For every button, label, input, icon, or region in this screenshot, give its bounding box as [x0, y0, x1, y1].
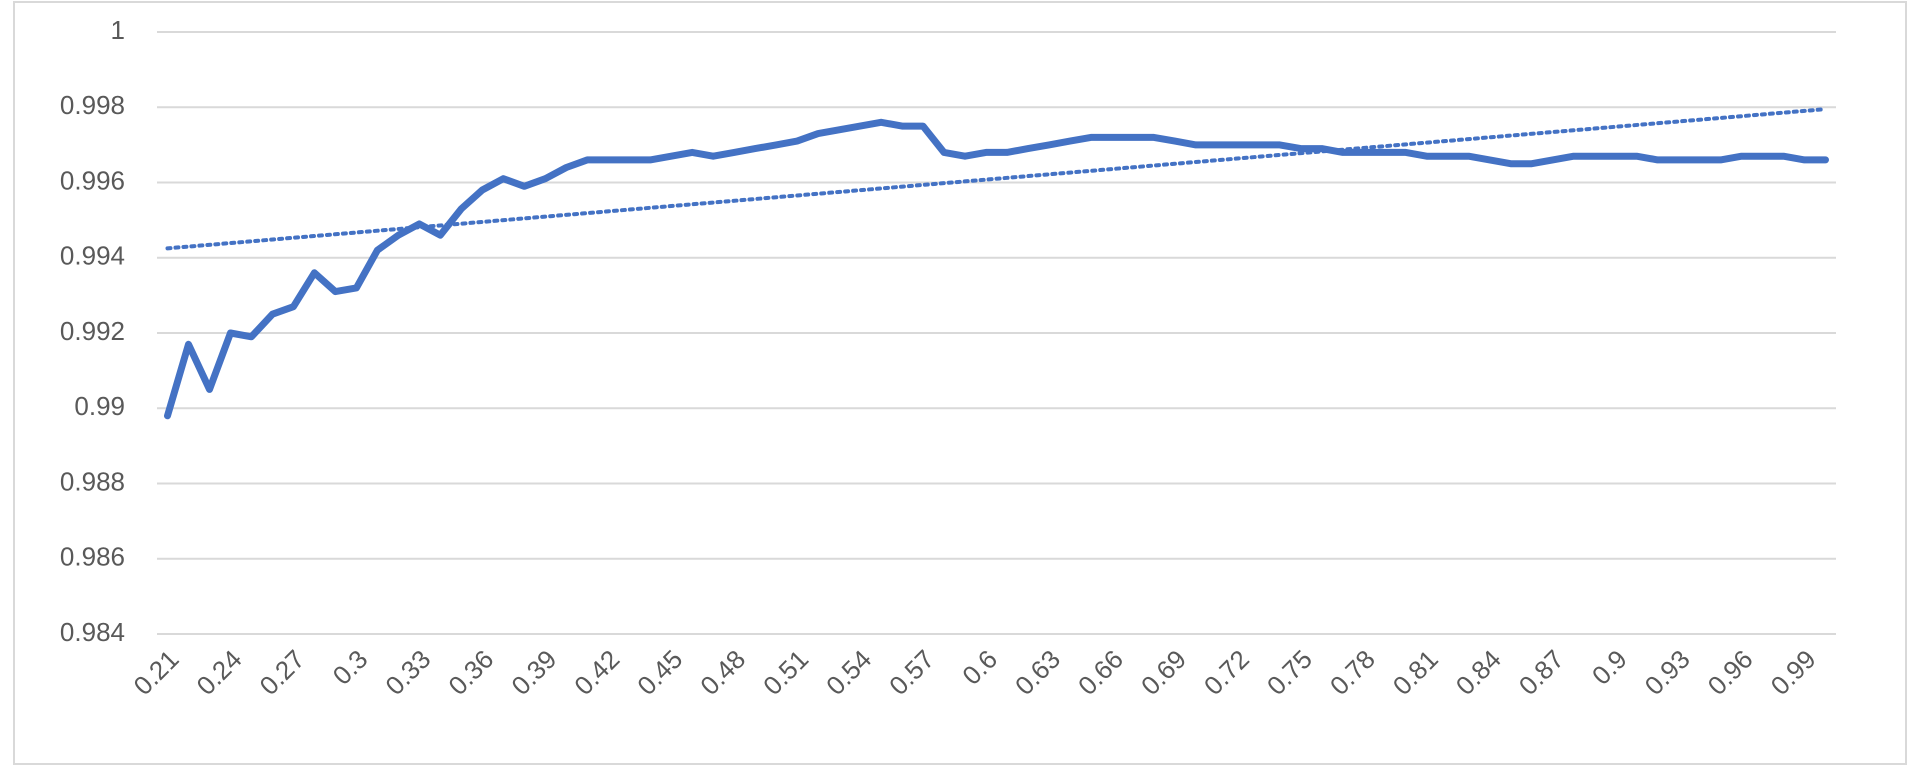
y-tick-label: 0.996: [60, 165, 125, 195]
y-tick-label: 0.992: [60, 316, 125, 346]
chart-border: [13, 1, 1907, 765]
y-tick-label: 0.99: [74, 391, 125, 421]
y-tick-label: 0.984: [60, 617, 125, 647]
y-tick-label: 1: [111, 15, 125, 45]
y-tick-label: 0.986: [60, 542, 125, 572]
y-tick-label: 0.988: [60, 466, 125, 496]
y-tick-label: 0.998: [60, 90, 125, 120]
trendline: [165, 107, 1828, 251]
y-tick-label: 0.994: [60, 241, 125, 271]
data-line: [164, 118, 1829, 420]
